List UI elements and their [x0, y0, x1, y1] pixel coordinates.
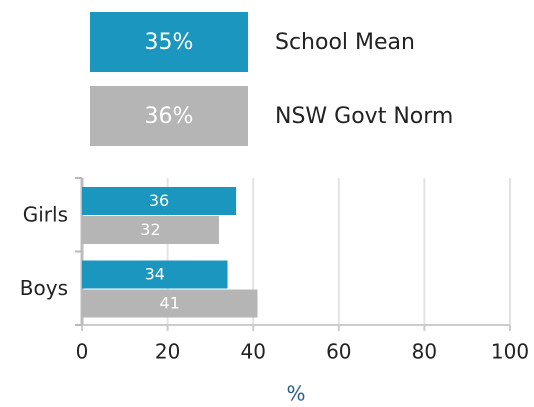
x-tick-label: 40 [240, 340, 265, 364]
y-tick-label: Girls [23, 203, 68, 227]
bar [82, 216, 219, 244]
bar-label: 41 [160, 294, 180, 313]
x-tick-label: 60 [326, 340, 351, 364]
bar-label: 34 [145, 265, 165, 284]
legend-box [90, 86, 248, 146]
bar [82, 187, 237, 215]
legend-value: 36% [145, 104, 194, 129]
legend-box [90, 12, 248, 72]
x-tick-label: 20 [155, 340, 180, 364]
bar-label: 36 [149, 191, 169, 210]
bar-label: 32 [140, 220, 160, 239]
x-tick-label: 100 [491, 340, 529, 364]
bar [82, 260, 228, 289]
legend-label: School Mean [275, 30, 415, 55]
legend-value: 35% [145, 30, 194, 55]
bar [82, 289, 258, 318]
x-tick-label: 80 [412, 340, 437, 364]
x-tick-label: 0 [76, 340, 89, 364]
legend-label: NSW Govt Norm [275, 104, 453, 129]
x-axis-label: % [286, 382, 305, 406]
y-tick-label: Boys [20, 276, 68, 300]
